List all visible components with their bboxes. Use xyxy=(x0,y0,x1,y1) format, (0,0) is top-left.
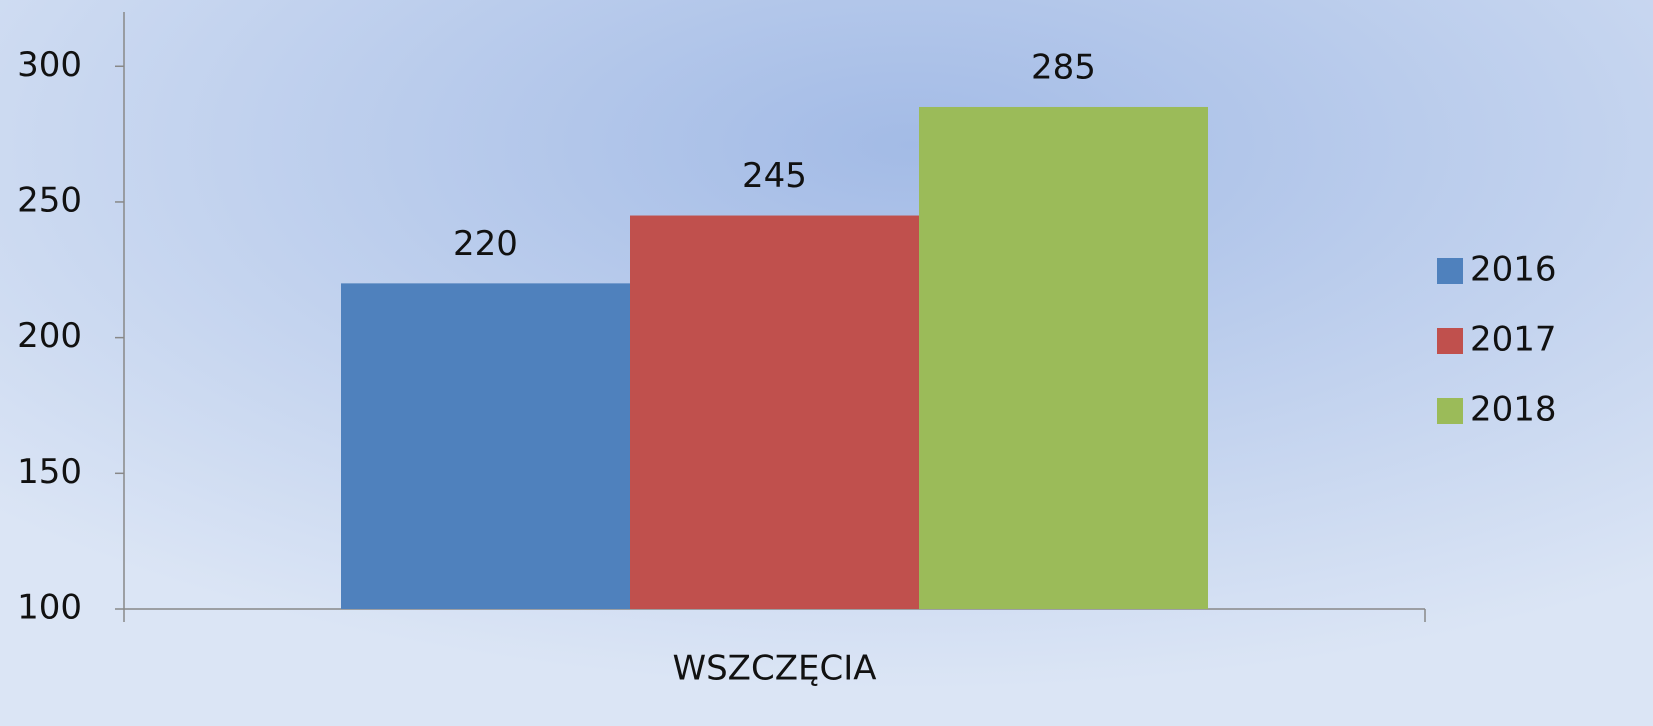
y-tick-label: 200 xyxy=(17,316,82,356)
data-label: 285 xyxy=(1031,47,1096,87)
y-tick-label: 100 xyxy=(17,588,82,628)
y-tick-label: 300 xyxy=(17,45,82,85)
data-label: 245 xyxy=(742,156,807,196)
legend-label: 2017 xyxy=(1470,320,1557,360)
data-label: 220 xyxy=(453,224,518,264)
y-tick-label: 250 xyxy=(17,180,82,220)
legend-label: 2018 xyxy=(1470,390,1557,430)
legend-label: 2016 xyxy=(1470,250,1557,290)
y-tick-label: 150 xyxy=(17,452,82,492)
bar xyxy=(341,283,630,609)
legend-swatch xyxy=(1437,258,1463,284)
bar xyxy=(919,106,1208,610)
legend-swatch xyxy=(1437,328,1463,354)
bar xyxy=(630,215,919,610)
x-tick-label: WSZCZĘCIA xyxy=(672,649,876,689)
legend-swatch xyxy=(1437,398,1463,424)
